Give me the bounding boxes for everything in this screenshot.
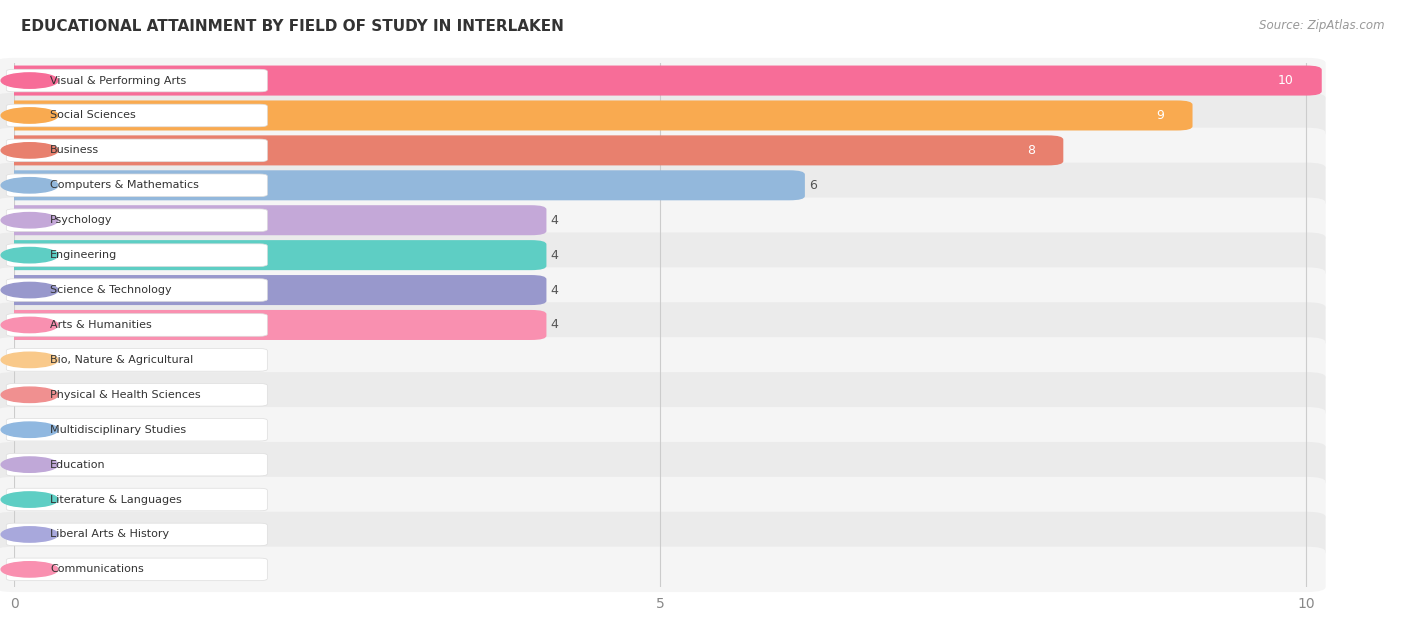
FancyBboxPatch shape bbox=[0, 310, 547, 340]
FancyBboxPatch shape bbox=[6, 174, 267, 197]
FancyBboxPatch shape bbox=[0, 93, 1326, 138]
FancyBboxPatch shape bbox=[6, 244, 267, 266]
Text: Engineering: Engineering bbox=[51, 250, 118, 260]
FancyBboxPatch shape bbox=[0, 170, 804, 200]
FancyBboxPatch shape bbox=[0, 240, 547, 270]
Circle shape bbox=[1, 352, 58, 368]
FancyBboxPatch shape bbox=[6, 523, 267, 546]
Circle shape bbox=[1, 73, 58, 88]
FancyBboxPatch shape bbox=[0, 136, 1063, 165]
FancyBboxPatch shape bbox=[0, 477, 1326, 522]
FancyBboxPatch shape bbox=[0, 442, 1326, 487]
Text: Arts & Humanities: Arts & Humanities bbox=[51, 320, 152, 330]
FancyBboxPatch shape bbox=[6, 558, 267, 581]
FancyBboxPatch shape bbox=[0, 66, 1322, 95]
Text: Communications: Communications bbox=[51, 564, 143, 574]
FancyBboxPatch shape bbox=[0, 163, 1326, 208]
FancyBboxPatch shape bbox=[0, 512, 1326, 557]
FancyBboxPatch shape bbox=[0, 100, 1192, 131]
Text: 0: 0 bbox=[34, 493, 41, 506]
Text: 0: 0 bbox=[34, 388, 41, 401]
Text: Computers & Mathematics: Computers & Mathematics bbox=[51, 180, 200, 191]
FancyBboxPatch shape bbox=[0, 275, 547, 305]
Text: 4: 4 bbox=[550, 319, 558, 331]
Circle shape bbox=[1, 562, 58, 577]
Text: Science & Technology: Science & Technology bbox=[51, 285, 172, 295]
FancyBboxPatch shape bbox=[0, 205, 547, 235]
Circle shape bbox=[1, 143, 58, 158]
FancyBboxPatch shape bbox=[0, 372, 1326, 418]
Text: 9: 9 bbox=[1156, 109, 1164, 122]
FancyBboxPatch shape bbox=[6, 384, 267, 406]
Circle shape bbox=[1, 282, 58, 298]
FancyBboxPatch shape bbox=[6, 104, 267, 127]
Circle shape bbox=[1, 213, 58, 228]
Text: Source: ZipAtlas.com: Source: ZipAtlas.com bbox=[1260, 19, 1385, 32]
FancyBboxPatch shape bbox=[0, 232, 1326, 278]
FancyBboxPatch shape bbox=[0, 127, 1326, 173]
Circle shape bbox=[1, 422, 58, 437]
Text: 4: 4 bbox=[550, 283, 558, 297]
Text: Social Sciences: Social Sciences bbox=[51, 110, 136, 121]
FancyBboxPatch shape bbox=[6, 453, 267, 476]
FancyBboxPatch shape bbox=[0, 198, 1326, 243]
Text: 0: 0 bbox=[34, 458, 41, 471]
Text: Literature & Languages: Literature & Languages bbox=[51, 495, 181, 505]
FancyBboxPatch shape bbox=[6, 488, 267, 511]
Circle shape bbox=[1, 247, 58, 263]
FancyBboxPatch shape bbox=[6, 209, 267, 232]
Text: 0: 0 bbox=[34, 563, 41, 576]
Text: EDUCATIONAL ATTAINMENT BY FIELD OF STUDY IN INTERLAKEN: EDUCATIONAL ATTAINMENT BY FIELD OF STUDY… bbox=[21, 19, 564, 34]
Circle shape bbox=[1, 527, 58, 542]
Text: Education: Education bbox=[51, 459, 105, 469]
Circle shape bbox=[1, 492, 58, 507]
Circle shape bbox=[1, 457, 58, 473]
Text: 0: 0 bbox=[34, 353, 41, 367]
Text: 0: 0 bbox=[34, 528, 41, 541]
Text: Visual & Performing Arts: Visual & Performing Arts bbox=[51, 76, 187, 86]
Text: 0: 0 bbox=[34, 423, 41, 436]
FancyBboxPatch shape bbox=[0, 268, 1326, 313]
FancyBboxPatch shape bbox=[0, 546, 1326, 592]
Circle shape bbox=[1, 317, 58, 333]
Circle shape bbox=[1, 108, 58, 123]
FancyBboxPatch shape bbox=[0, 302, 1326, 348]
FancyBboxPatch shape bbox=[6, 69, 267, 92]
FancyBboxPatch shape bbox=[6, 348, 267, 371]
Text: Psychology: Psychology bbox=[51, 215, 112, 225]
FancyBboxPatch shape bbox=[6, 418, 267, 441]
Text: Business: Business bbox=[51, 145, 100, 155]
Text: Bio, Nature & Agricultural: Bio, Nature & Agricultural bbox=[51, 355, 194, 365]
FancyBboxPatch shape bbox=[6, 314, 267, 336]
Text: 10: 10 bbox=[1278, 74, 1294, 87]
FancyBboxPatch shape bbox=[0, 337, 1326, 382]
Text: Multidisciplinary Studies: Multidisciplinary Studies bbox=[51, 425, 187, 435]
Circle shape bbox=[1, 177, 58, 193]
Text: 4: 4 bbox=[550, 249, 558, 262]
FancyBboxPatch shape bbox=[0, 58, 1326, 103]
Text: Liberal Arts & History: Liberal Arts & History bbox=[51, 529, 169, 540]
FancyBboxPatch shape bbox=[6, 139, 267, 162]
Text: 6: 6 bbox=[808, 179, 817, 192]
Text: 8: 8 bbox=[1026, 144, 1035, 157]
Circle shape bbox=[1, 387, 58, 403]
FancyBboxPatch shape bbox=[0, 407, 1326, 452]
Text: Physical & Health Sciences: Physical & Health Sciences bbox=[51, 390, 201, 400]
Text: 4: 4 bbox=[550, 214, 558, 227]
FancyBboxPatch shape bbox=[6, 279, 267, 302]
